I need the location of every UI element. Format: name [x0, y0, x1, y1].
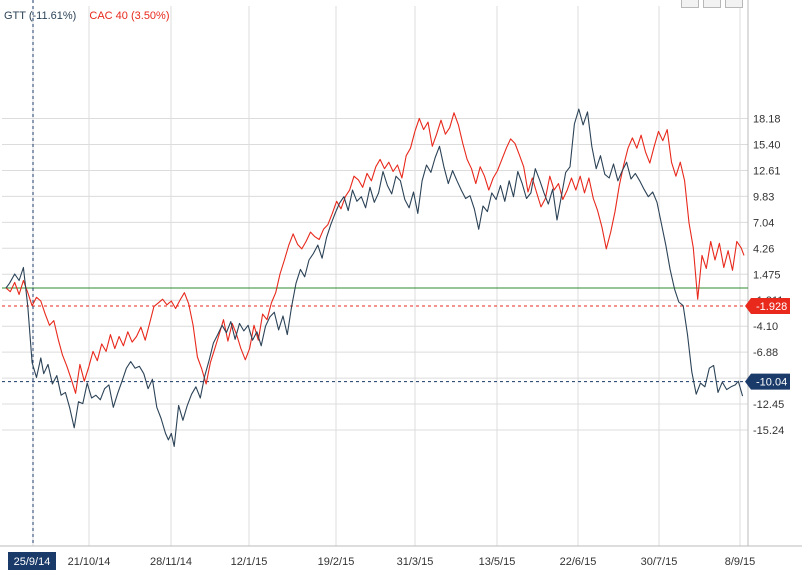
close-button[interactable]: [725, 0, 743, 8]
legend-item-cac40[interactable]: CAC 40 (3.50%): [89, 10, 170, 22]
cursor-date-label-bg: [8, 552, 56, 570]
legend: GTT (-11.61%) CAC 40 (3.50%): [4, 10, 180, 22]
value-markers: -1.928 -10.04: [745, 297, 790, 390]
y-tick-label: 18.18: [753, 114, 781, 126]
x-tick-label: 21/10/14: [68, 556, 111, 568]
series-gtt-line: [5, 108, 744, 447]
x-tick-label: 30/7/15: [641, 556, 678, 568]
y-tick-label: -6.88: [753, 347, 778, 359]
y-tick-label: 1.475: [753, 269, 781, 281]
y-tick-label: 4.26: [753, 243, 774, 255]
x-axis: 21/10/14 28/11/14 12/1/15 19/2/15 31/3/15 13/…: [68, 556, 756, 568]
x-tick-label: 19/2/15: [318, 556, 355, 568]
x-tick-label: 13/5/15: [479, 556, 516, 568]
x-tick-label: 28/11/14: [150, 556, 192, 568]
value-marker-bg: [745, 373, 790, 390]
expand-button[interactable]: [703, 0, 721, 8]
y-tick-label: 12.61: [753, 165, 781, 177]
y-tick-label: 7.04: [753, 217, 774, 229]
cursor-date-label: 25/9/14: [14, 556, 51, 568]
x-tick-label: 31/3/15: [397, 556, 434, 568]
y-tick-label: 9.83: [753, 191, 774, 203]
y-tick-label: -4.10: [753, 321, 778, 333]
value-marker-bg: [745, 297, 790, 314]
collapse-button[interactable]: [681, 0, 699, 8]
y-tick-label: -15.24: [753, 425, 784, 437]
x-tick-label: 8/9/15: [725, 556, 756, 568]
x-tick-label: 12/1/15: [231, 556, 268, 568]
series-cac40-line: [5, 112, 745, 394]
value-marker: -10.04: [745, 373, 790, 390]
legend-item-gtt[interactable]: GTT (-11.61%): [4, 10, 77, 22]
y-tick-label: -12.45: [753, 399, 784, 411]
value-marker-label: -10.04: [756, 377, 787, 389]
value-marker: -1.928: [745, 297, 790, 314]
value-marker-label: -1.928: [756, 301, 787, 313]
x-tick-label: 22/6/15: [560, 556, 597, 568]
grid: [0, 0, 802, 547]
y-tick-label: 15.40: [753, 139, 781, 151]
